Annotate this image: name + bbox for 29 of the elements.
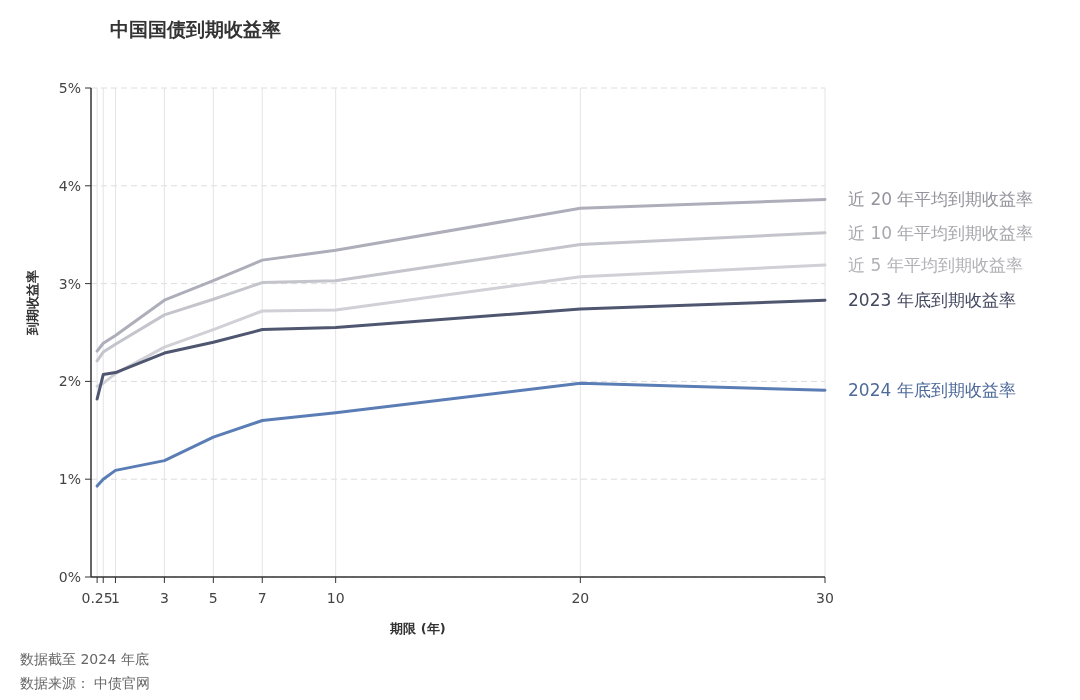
x-tick-label: 0.25: [81, 590, 113, 606]
text: 数据截至 2024 年底: [20, 651, 149, 667]
x-tick-label: 5: [208, 590, 218, 606]
line-series: [95, 197, 827, 353]
y-axis-title: 到期收益率: [25, 270, 40, 336]
x-tick-label: 10: [326, 590, 345, 606]
y-tick-label: 1%: [58, 471, 81, 488]
line-series: [95, 298, 827, 401]
y-tick-label: 5%: [58, 79, 81, 96]
y-tick-label: 0%: [58, 568, 81, 585]
y-tick-label: 4%: [58, 177, 81, 194]
source-note: 数据来源： 中债官网: [20, 675, 151, 691]
y-tick-label: 3%: [58, 275, 81, 292]
x-axis-title: 期限 (年): [389, 621, 446, 636]
chart-title: 中国国债到期收益率: [110, 18, 281, 40]
line-series: [95, 263, 827, 388]
series-label: 2024 年底到期收益率: [848, 380, 1016, 401]
series-label: 2023 年底到期收益率: [848, 290, 1016, 311]
series-label: 近 10 年平均到期收益率: [848, 222, 1034, 243]
x-tick-label: 3: [159, 590, 169, 606]
x-tick-label: 7: [257, 590, 267, 606]
line-series: [95, 231, 827, 363]
x-tick-label: 30: [816, 590, 834, 606]
x-tick-label: 1: [111, 590, 120, 606]
x-tick-label: 20: [571, 590, 590, 606]
line-series: [95, 381, 827, 488]
series-label: 近 20 年平均到期收益率: [848, 189, 1034, 210]
series-label: 近 5 年平均到期收益率: [848, 254, 1023, 275]
y-tick-label: 2%: [58, 373, 81, 390]
